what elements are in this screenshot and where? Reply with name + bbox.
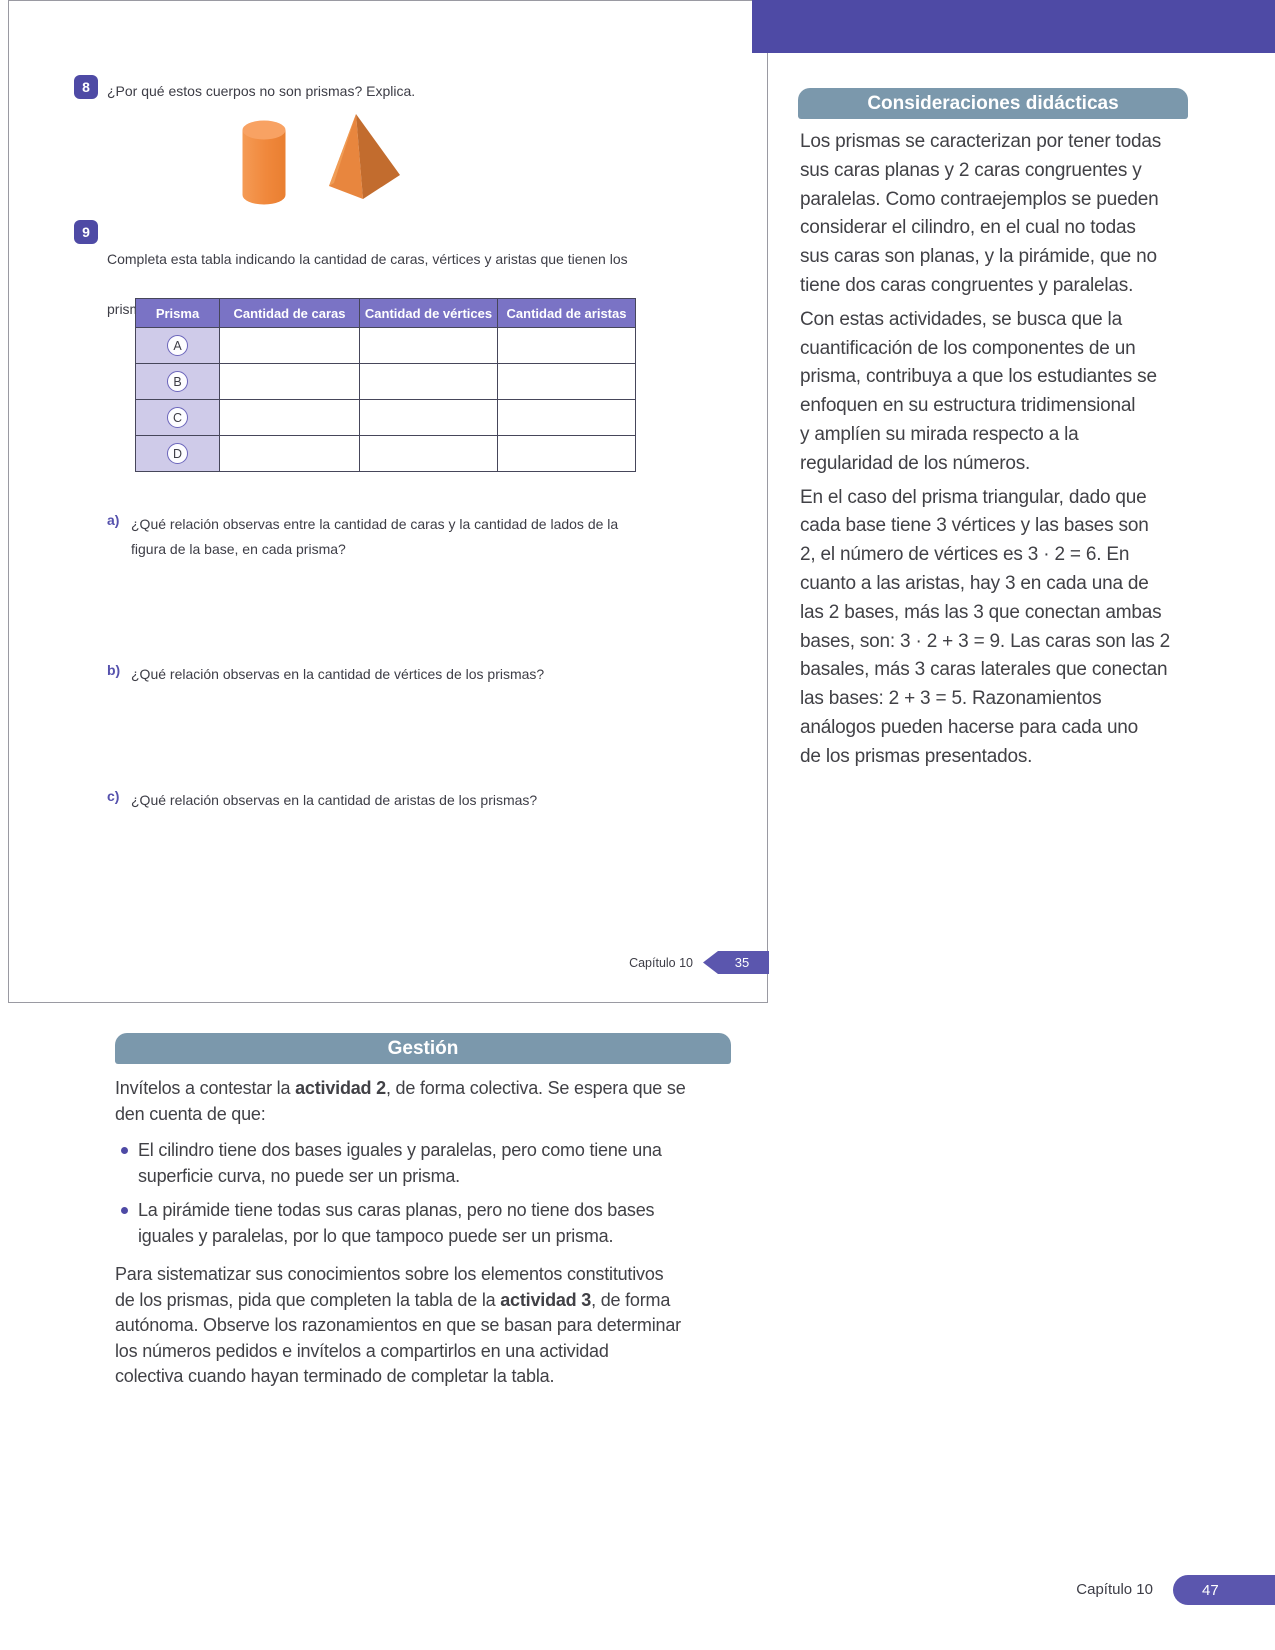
table-cell-empty xyxy=(359,327,498,364)
row-label-cell: C xyxy=(135,399,220,436)
row-label-circle-d: D xyxy=(167,443,188,464)
table-cell-empty xyxy=(219,363,360,400)
row-label-circle-b: B xyxy=(167,371,188,392)
row-label-cell: A xyxy=(135,327,220,364)
table-row: B xyxy=(135,363,636,400)
gestion-header: Gestión xyxy=(115,1033,731,1064)
table-row: C xyxy=(135,399,636,436)
row-label-circle-c: C xyxy=(167,407,188,428)
table-cell-empty xyxy=(497,435,636,472)
didactic-paragraph: Los prismas se caracterizan por tener to… xyxy=(800,131,1162,296)
table-cell-empty xyxy=(219,435,360,472)
pyramid-figure xyxy=(329,114,400,199)
activity-9-badge: 9 xyxy=(74,220,98,244)
didactic-considerations-body: Los prismas se caracterizan por tener to… xyxy=(800,128,1205,777)
prism-table: Prisma Cantidad de caras Cantidad de vér… xyxy=(135,298,636,472)
bullet-item: El cilindro tiene dos bases iguales y pa… xyxy=(115,1138,775,1189)
bullet-item: La pirámide tiene todas sus caras planas… xyxy=(115,1198,775,1249)
student-footer-chapter: Capítulo 10 xyxy=(629,956,693,970)
column-header-aristas: Cantidad de aristas xyxy=(497,298,636,328)
table-cell-empty xyxy=(497,327,636,364)
table-cell-empty xyxy=(497,363,636,400)
didactic-paragraph: En el caso del prisma triangular, dado q… xyxy=(800,486,1170,767)
bullet-text: La pirámide tiene todas sus caras planas… xyxy=(138,1200,655,1246)
question-c-text: ¿Qué relación observas en la cantidad de… xyxy=(131,792,538,808)
student-page-panel: 8 ¿Por qué estos cuerpos no son prismas?… xyxy=(8,0,769,1003)
table-header-row: Prisma Cantidad de caras Cantidad de vér… xyxy=(135,298,636,328)
gestion-body: Invítelos a contestar la actividad 2, de… xyxy=(115,1076,775,1390)
activity-9-line1: Completa esta tabla indicando la cantida… xyxy=(107,251,628,267)
bullet-dot-icon xyxy=(121,1207,128,1214)
row-label-cell: B xyxy=(135,363,220,400)
activity-8-prompt: ¿Por qué estos cuerpos no son prismas? E… xyxy=(107,83,416,99)
table-cell-empty xyxy=(219,399,360,436)
row-label-cell: D xyxy=(135,435,220,472)
question-a-letter: a) xyxy=(107,512,120,528)
column-header-vertices: Cantidad de vértices xyxy=(359,298,498,328)
question-b-text: ¿Qué relación observas en la cantidad de… xyxy=(131,666,545,682)
bullet-dot-icon xyxy=(121,1147,128,1154)
table-row: D xyxy=(135,435,636,472)
didactic-considerations-header: Consideraciones didácticas xyxy=(798,88,1188,119)
question-c-letter: c) xyxy=(107,788,120,804)
page-footer-chapter-label: Capítulo 10 xyxy=(1076,1581,1153,1598)
activity-3-bold: actividad 3 xyxy=(500,1289,592,1310)
table-cell-empty xyxy=(497,399,636,436)
table-cell-empty xyxy=(359,435,498,472)
table-cell-empty xyxy=(359,363,498,400)
activity-8-badge: 8 xyxy=(74,75,98,99)
table-cell-empty xyxy=(219,327,360,364)
question-a-text: ¿Qué relación observas entre la cantidad… xyxy=(131,516,619,557)
top-purple-band xyxy=(752,0,1275,53)
bullet-text: El cilindro tiene dos bases iguales y pa… xyxy=(138,1140,662,1186)
row-label-circle-a: A xyxy=(167,335,188,356)
gestion-closing: Para sistematizar sus conocimientos sobr… xyxy=(115,1264,681,1386)
didactic-paragraph: Con estas actividades, se busca que la c… xyxy=(800,308,1157,474)
gestion-intro: Invítelos a contestar la actividad 2, de… xyxy=(115,1078,686,1124)
cylinder-figure xyxy=(242,120,286,205)
activity-2-bold: actividad 2 xyxy=(295,1078,386,1098)
student-page-number-badge: 35 xyxy=(703,951,769,974)
question-b-letter: b) xyxy=(107,662,121,678)
table-cell-empty xyxy=(359,399,498,436)
table-row: A xyxy=(135,327,636,364)
column-header-prisma: Prisma xyxy=(135,298,220,328)
page-number-badge: 47 xyxy=(1173,1575,1275,1605)
column-header-caras: Cantidad de caras xyxy=(219,298,360,328)
